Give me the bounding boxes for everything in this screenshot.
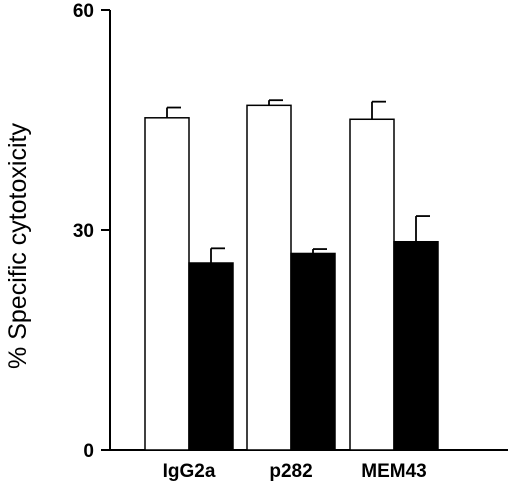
bar-igg2a-filled (188, 262, 234, 451)
bar-p282-filled (290, 252, 336, 451)
tick-labels: 0 30 60 IgG2a p282 MEM43 (73, 1, 427, 482)
bars (144, 99, 439, 451)
y-axis-title: % Specific cytotoxicity (4, 123, 32, 369)
x-tick-label-mem43: MEM43 (361, 461, 426, 482)
bar-igg2a-open (144, 117, 190, 451)
bar-p282-open (246, 104, 292, 451)
x-tick-label-p282: p282 (269, 461, 312, 482)
y-tick-label: 0 (83, 441, 94, 462)
bar-mem43-filled (393, 240, 439, 451)
y-tick-label: 30 (73, 221, 94, 242)
x-tick-label-igg2a: IgG2a (163, 461, 216, 482)
y-tick-label: 60 (73, 1, 94, 22)
bar-mem43-open (349, 118, 395, 451)
